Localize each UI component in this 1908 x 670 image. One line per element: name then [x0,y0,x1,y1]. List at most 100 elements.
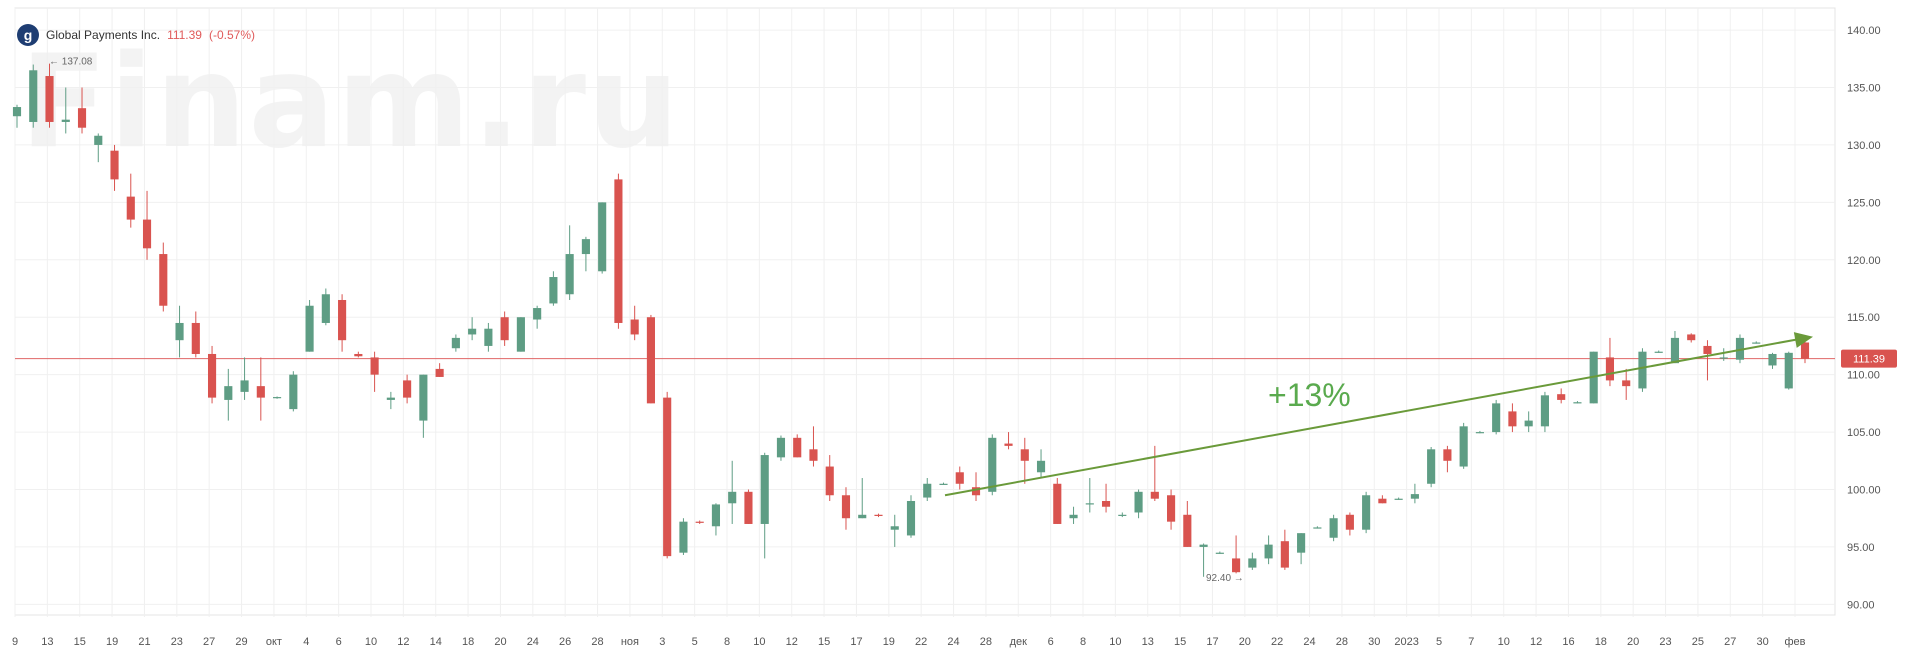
candle-body [500,317,509,341]
candle [240,357,249,400]
candle [1670,331,1680,364]
x-tick-label: 19 [106,636,118,648]
candle-body [338,299,347,341]
candle [663,391,672,559]
annotations-layer: ← 137.08 92.40 → [49,57,1244,584]
candle-body [1004,443,1013,446]
candle-body [776,437,786,458]
x-tick-label: 30 [1757,636,1769,648]
candle [630,305,639,341]
y-tick-label: 90.00 [1847,599,1875,611]
candle [1410,483,1419,504]
candle [1735,334,1745,364]
candle-body [565,254,574,295]
candle-body [1020,449,1029,461]
candle-body [403,380,412,398]
candle-body [598,202,607,272]
candle [614,173,623,329]
candle [12,104,22,128]
candle-body [1199,544,1208,547]
x-tick-label: фев [1784,636,1805,648]
candle [1687,333,1696,343]
candle-body [1329,518,1338,538]
candle [256,357,265,421]
candle [1215,551,1224,554]
x-tick-label: 22 [1271,636,1283,648]
candle-body [663,397,672,557]
candle [1605,337,1615,387]
candle [1345,512,1354,536]
candle-body [1215,552,1224,554]
candle-body [1768,353,1777,366]
x-tick-label: 10 [1498,636,1510,648]
candle-body [1573,402,1582,404]
candle [1069,506,1078,524]
candle-body [1687,334,1696,341]
candle [1329,514,1338,542]
candle [191,311,200,358]
candle-body [354,353,363,357]
candle-body [126,196,135,220]
candle-body [1362,495,1371,530]
candle [435,363,444,377]
candle-body [1492,403,1501,433]
candle [142,190,152,260]
y-axis: 90.00 95.00 100.00 105.00 110.00 115.00 120.00… [1841,25,1897,611]
candle-body [1540,395,1549,427]
x-tick-label: 30 [1368,636,1380,648]
candle-body [1280,541,1289,568]
candle [1427,447,1436,488]
candle [1150,445,1159,501]
x-tick-label: 17 [1206,636,1218,648]
candle [207,345,217,404]
x-tick-label: 20 [1239,636,1251,648]
y-tick-label: 110.00 [1847,370,1880,382]
candle [451,334,460,352]
candle [224,368,233,421]
candle-body [1378,498,1387,504]
candle [793,434,802,458]
candle [94,133,103,163]
last-price-tag: 111.39 [1841,349,1897,368]
candle-body [581,239,590,255]
x-tick-label: 15 [818,636,830,648]
candle-body [1784,352,1793,389]
plot-frame [14,7,1836,616]
candle [1248,552,1257,570]
candle-body [711,504,721,527]
candle-body [1605,357,1615,381]
x-tick-label: 10 [365,636,377,648]
candle [1297,533,1306,565]
candle-body [45,76,54,122]
candle-body [1670,337,1680,364]
candle-body [874,514,883,516]
candle-body [1150,491,1159,499]
candle-body [516,317,525,352]
instrument-change: (-0.57%) [208,28,255,42]
candle-body [939,483,948,485]
candle [1313,526,1322,529]
x-tick-label: 2023 [1394,636,1418,648]
candle [646,314,655,404]
candle [516,317,525,352]
candle-body [1264,544,1273,559]
candle-body [825,466,834,496]
trend-label: +13% [1268,377,1351,413]
x-axis: 9 13 15 19 21 23 27 29 окт 4 6 10 12 14 18 20 24 26 28 ноя 3… [12,636,1806,648]
x-tick-label: 17 [850,636,862,648]
candle [1232,535,1241,574]
candle-body [793,437,802,458]
candle [468,317,477,341]
candle-body [159,254,168,306]
instrument-price: 111.39 [167,28,202,42]
candle-body [1475,432,1484,434]
x-tick-label: 6 [1048,636,1054,648]
candle [939,482,948,485]
candle [695,520,704,524]
x-tick-label: 14 [430,636,442,648]
y-tick-label: 115.00 [1847,312,1880,324]
candle [1053,478,1062,524]
x-tick-label: 26 [559,636,571,648]
candle [1085,478,1094,513]
